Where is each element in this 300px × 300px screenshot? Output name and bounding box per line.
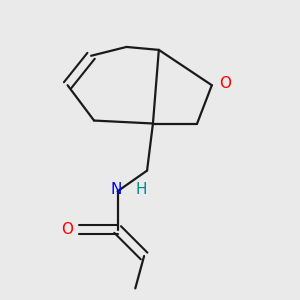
Text: H: H — [135, 182, 147, 197]
Text: O: O — [219, 76, 231, 91]
Text: N: N — [110, 182, 122, 197]
Text: O: O — [61, 222, 74, 237]
